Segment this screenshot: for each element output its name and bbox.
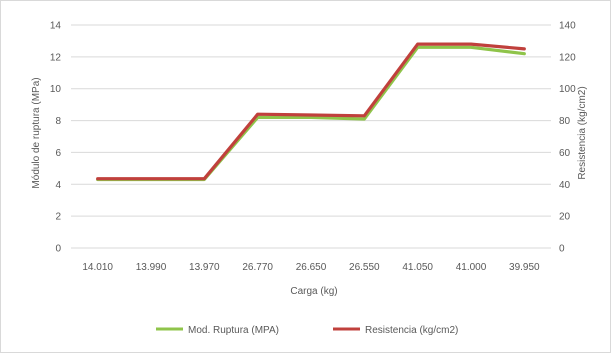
- right-tick-label: 20: [559, 212, 571, 223]
- x-tick-label: 13.990: [136, 262, 167, 273]
- left-tick-label: 12: [50, 52, 62, 63]
- legend-label-mod-ruptura: Mod. Ruptura (MPA): [188, 325, 279, 336]
- x-tick-label: 26.770: [242, 262, 273, 273]
- left-axis-ticks: 0 2 4 6 8 10 12 14: [50, 21, 62, 255]
- legend-label-resistencia: Resistencia (kg/cm2): [365, 325, 458, 336]
- x-tick-label: 26.550: [349, 262, 380, 273]
- x-axis-ticks: 14.010 13.990 13.970 26.770 26.650 26.550 41.0…: [82, 262, 540, 273]
- series-lines: [96, 42, 526, 182]
- x-axis-title: Carga (kg): [290, 286, 337, 297]
- right-tick-label: 120: [559, 52, 576, 63]
- left-tick-label: 8: [55, 116, 61, 127]
- left-tick-label: 6: [55, 148, 61, 159]
- x-tick-label: 41.000: [456, 262, 487, 273]
- left-tick-label: 2: [55, 212, 61, 223]
- legend: Mod. Ruptura (MPA) Resistencia (kg/cm2): [156, 325, 458, 336]
- right-tick-label: 0: [559, 244, 565, 255]
- x-tick-label: 41.050: [402, 262, 433, 273]
- left-axis-title: Módulo de ruptura (MPa): [31, 77, 42, 188]
- left-tick-label: 4: [55, 180, 61, 191]
- series-line-1: [96, 42, 526, 181]
- gridlines: [71, 24, 551, 249]
- right-tick-label: 80: [559, 116, 571, 127]
- right-tick-label: 140: [559, 21, 576, 32]
- left-tick-label: 0: [55, 244, 61, 255]
- x-tick-label: 39.950: [509, 262, 540, 273]
- x-tick-label: 14.010: [82, 262, 113, 273]
- x-tick-label: 26.650: [296, 262, 327, 273]
- right-tick-label: 100: [559, 84, 576, 95]
- right-tick-label: 60: [559, 148, 571, 159]
- left-tick-label: 10: [50, 84, 62, 95]
- x-tick-label: 13.970: [189, 262, 220, 273]
- left-tick-label: 14: [50, 21, 62, 32]
- right-axis-title: Resistencia (kg/cm2): [577, 86, 588, 179]
- right-tick-label: 40: [559, 180, 571, 191]
- right-axis-ticks: 0 20 40 60 80 100 120 140: [559, 21, 576, 255]
